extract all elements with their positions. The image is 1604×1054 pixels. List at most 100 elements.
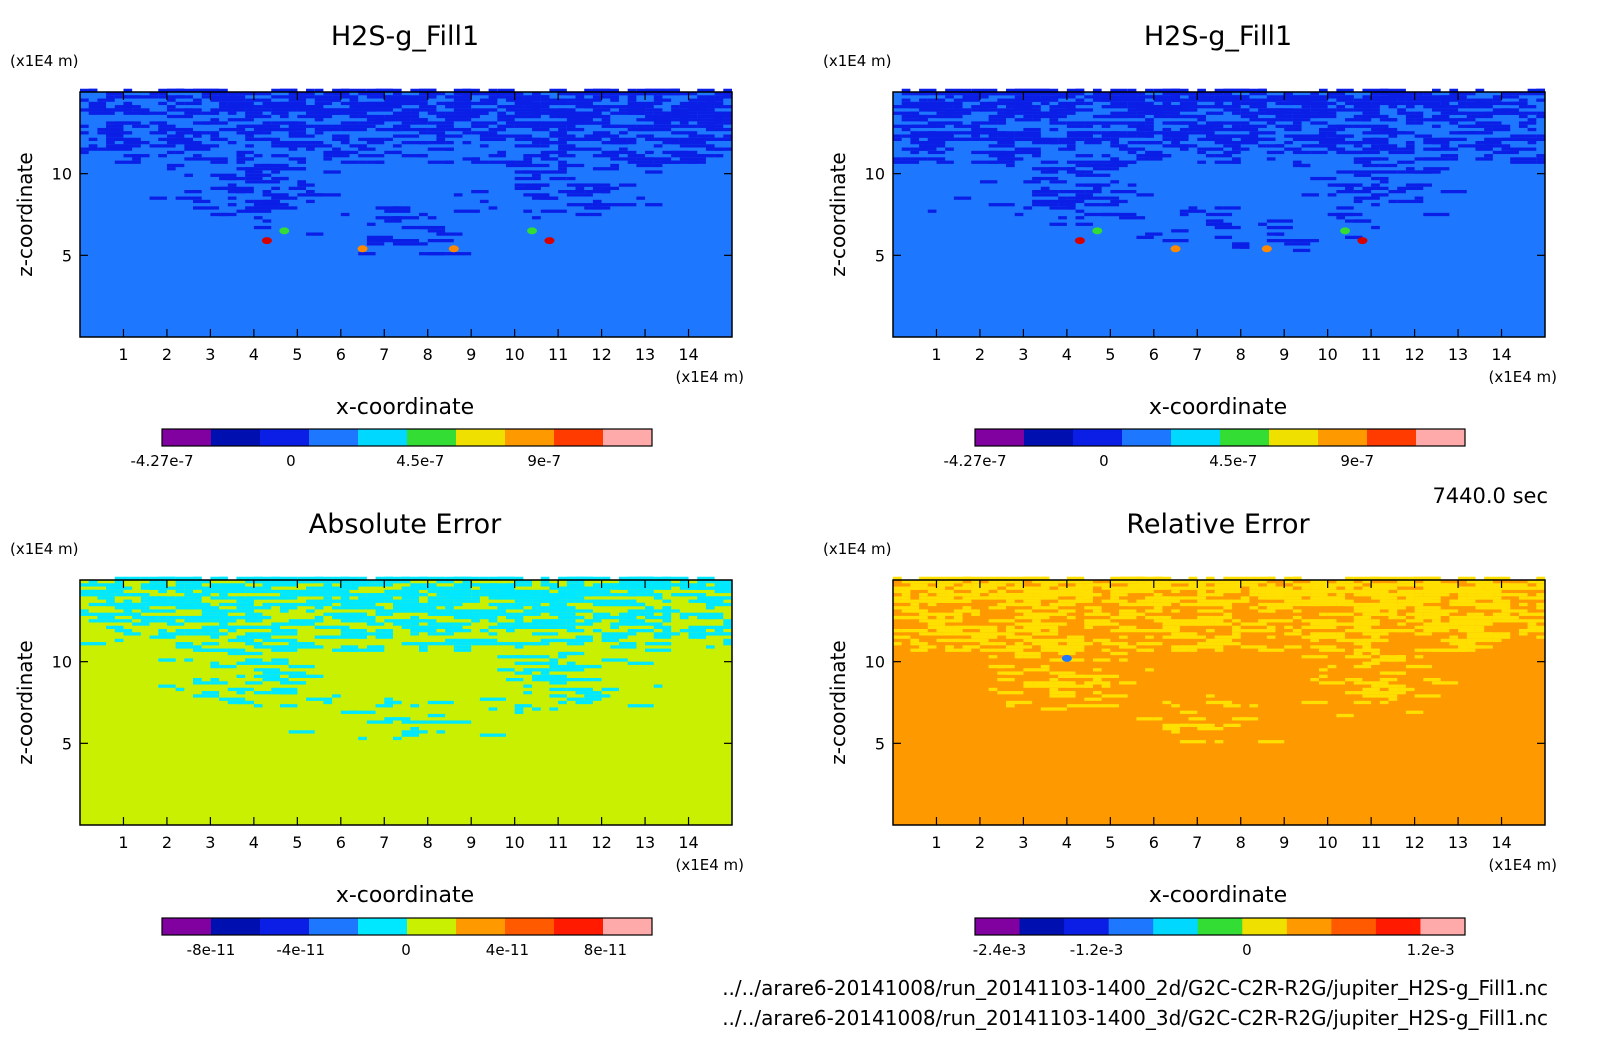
field-cell — [1284, 619, 1293, 623]
field-cell — [549, 101, 567, 106]
field-cell — [1110, 212, 1137, 217]
field-cell — [306, 144, 333, 148]
field-cell — [645, 108, 663, 112]
field-cell — [953, 131, 963, 135]
field-cell — [427, 596, 446, 600]
field-cell — [714, 625, 732, 629]
field-cell — [1414, 694, 1441, 698]
field-cell — [271, 583, 298, 587]
field-cell — [1284, 108, 1311, 112]
field-cell — [1014, 131, 1041, 135]
field-cell — [1423, 137, 1450, 141]
field-cell — [1214, 622, 1233, 626]
field-cell — [279, 645, 289, 649]
field-cell — [1136, 599, 1154, 603]
field-cell — [1006, 632, 1015, 636]
field-cell — [1214, 127, 1241, 132]
field-cell — [945, 648, 972, 652]
field-cell — [566, 124, 576, 128]
field-cell — [927, 157, 946, 161]
field-cell — [114, 121, 141, 125]
field-cell — [253, 674, 280, 678]
x-tick-label: 5 — [292, 345, 302, 364]
x-tick-label: 6 — [336, 833, 346, 852]
field-cell — [1310, 114, 1337, 119]
x-tick-label: 4 — [249, 833, 259, 852]
field-cell — [201, 88, 228, 92]
field-cell — [514, 710, 524, 714]
field-cell — [453, 622, 472, 626]
field-cell — [1197, 609, 1215, 613]
field-cell — [106, 98, 115, 102]
field-cell — [953, 619, 963, 623]
field-cell — [219, 95, 246, 99]
field-cell — [193, 154, 202, 158]
field-cell — [392, 216, 420, 220]
field-cell — [201, 609, 228, 613]
field-cell — [1414, 196, 1424, 200]
field-cell — [1223, 599, 1233, 603]
field-cell — [1327, 596, 1337, 600]
field-cell — [1362, 629, 1389, 633]
field-cell — [436, 586, 454, 590]
colorbar-swatch — [1024, 429, 1074, 446]
field-cell — [236, 98, 246, 102]
field-cell — [358, 648, 385, 652]
field-cell — [1310, 176, 1337, 181]
field-cell — [1405, 118, 1415, 122]
field-cell — [236, 687, 254, 692]
colorbar-swatch — [211, 429, 261, 446]
field-cell — [584, 586, 593, 590]
field-cell — [1379, 602, 1398, 607]
field-cell — [1179, 740, 1206, 744]
field-cell — [1145, 586, 1163, 590]
field-cell — [106, 599, 115, 603]
field-cell — [349, 586, 359, 590]
field-cell — [662, 118, 689, 122]
field-cell — [919, 114, 928, 119]
field-cell — [271, 658, 280, 662]
field-cell — [1353, 681, 1363, 685]
field-cell — [575, 147, 602, 151]
field-cell — [1101, 648, 1111, 652]
field-cell — [1101, 684, 1111, 688]
field-cell — [349, 710, 376, 714]
field-cell — [1101, 92, 1128, 96]
field-cell — [1484, 580, 1493, 584]
field-cell — [1162, 723, 1189, 727]
field-cell — [349, 144, 367, 148]
colorbar: -4.27e-7 0 4.5e-7 9e-7 — [944, 428, 1466, 470]
field-cell — [1040, 622, 1059, 626]
field-cell — [1327, 664, 1337, 669]
field-cell — [1110, 88, 1128, 92]
field-cell — [419, 131, 446, 135]
field-cell — [514, 108, 524, 112]
field-cell — [471, 190, 489, 194]
field-cell — [210, 98, 220, 102]
field-cell — [671, 105, 680, 109]
field-cell — [349, 124, 376, 128]
field-cell — [1110, 101, 1120, 106]
field-cell — [1171, 144, 1189, 148]
field-cell — [584, 599, 602, 603]
field-cell — [1092, 163, 1102, 168]
field-cell — [1249, 111, 1259, 115]
field-cell — [1240, 114, 1259, 119]
field-cell — [697, 580, 724, 584]
field-cell — [1405, 144, 1415, 148]
field-cell — [184, 589, 194, 594]
field-cell — [1492, 593, 1519, 597]
field-cell — [1006, 586, 1033, 590]
field-cell — [297, 674, 324, 678]
field-cell — [1162, 154, 1172, 158]
field-cell — [1101, 154, 1111, 158]
field-cell — [1475, 596, 1493, 600]
field-cell — [1397, 580, 1415, 584]
field-cell — [1301, 101, 1328, 106]
field-cell — [106, 625, 124, 629]
field-cell — [1214, 141, 1241, 145]
field-cell — [1110, 144, 1128, 148]
field-cell — [1040, 186, 1050, 190]
field-cell — [1492, 95, 1519, 99]
field-cell — [1353, 199, 1363, 204]
